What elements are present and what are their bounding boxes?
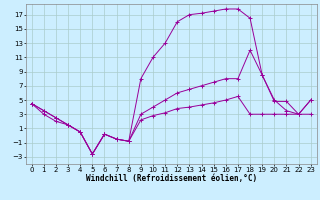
X-axis label: Windchill (Refroidissement éolien,°C): Windchill (Refroidissement éolien,°C) bbox=[86, 174, 257, 183]
